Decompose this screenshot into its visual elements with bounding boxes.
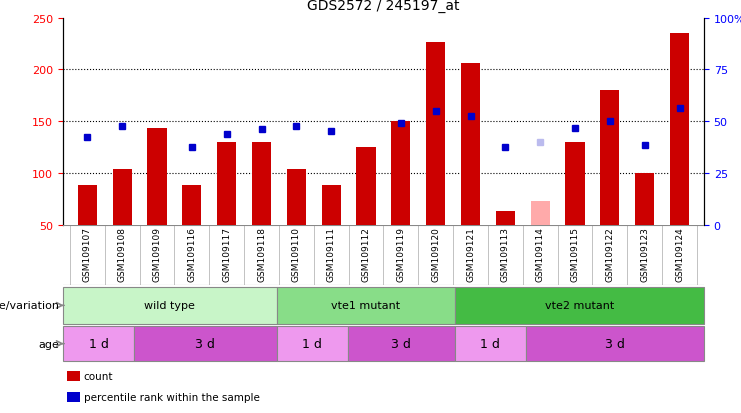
Text: vte2 mutant: vte2 mutant	[545, 301, 614, 311]
Bar	[217, 142, 236, 225]
Bar	[276, 326, 348, 361]
Bar	[63, 326, 134, 361]
Bar	[67, 392, 80, 402]
Text: genotype/variation: genotype/variation	[0, 301, 59, 311]
Bar	[252, 142, 271, 225]
Text: GSM109123: GSM109123	[640, 227, 649, 282]
Bar	[113, 169, 132, 225]
Text: GSM109108: GSM109108	[118, 227, 127, 282]
Text: count: count	[84, 371, 113, 381]
Bar	[67, 371, 80, 381]
Text: age: age	[39, 339, 59, 349]
Bar	[600, 91, 619, 225]
Text: GSM109119: GSM109119	[396, 227, 405, 282]
Text: 3 d: 3 d	[605, 337, 625, 350]
Text: vte1 mutant: vte1 mutant	[331, 301, 400, 311]
Text: GSM109115: GSM109115	[571, 227, 579, 282]
Bar	[356, 147, 376, 225]
Text: GSM109113: GSM109113	[501, 227, 510, 282]
Text: GSM109109: GSM109109	[153, 227, 162, 282]
Text: GSM109112: GSM109112	[362, 227, 370, 282]
Text: 1 d: 1 d	[302, 337, 322, 350]
Bar	[348, 326, 455, 361]
Text: GSM109118: GSM109118	[257, 227, 266, 282]
Text: GSM109107: GSM109107	[83, 227, 92, 282]
Bar	[147, 129, 167, 225]
Bar	[455, 326, 526, 361]
Bar	[78, 186, 97, 225]
Text: GSM109111: GSM109111	[327, 227, 336, 282]
Bar	[531, 201, 550, 225]
Text: 3 d: 3 d	[391, 337, 411, 350]
Bar	[322, 186, 341, 225]
Text: GSM109114: GSM109114	[536, 227, 545, 282]
Text: GSM109121: GSM109121	[466, 227, 475, 282]
Bar	[63, 287, 276, 324]
Bar	[426, 43, 445, 225]
Text: GSM109124: GSM109124	[675, 227, 684, 282]
Text: GSM109117: GSM109117	[222, 227, 231, 282]
Bar	[565, 142, 585, 225]
Bar	[287, 169, 306, 225]
Bar	[526, 326, 704, 361]
Bar	[496, 211, 515, 225]
Text: wild type: wild type	[144, 301, 195, 311]
Bar	[635, 173, 654, 225]
Text: GSM109116: GSM109116	[187, 227, 196, 282]
Text: GSM109120: GSM109120	[431, 227, 440, 282]
Bar	[276, 287, 455, 324]
Bar	[461, 64, 480, 225]
Bar	[455, 287, 704, 324]
Bar	[134, 326, 276, 361]
Bar	[391, 122, 411, 225]
Bar	[670, 34, 689, 225]
Text: GSM109110: GSM109110	[292, 227, 301, 282]
Bar	[182, 186, 202, 225]
Text: GSM109122: GSM109122	[605, 227, 614, 282]
Text: 1 d: 1 d	[89, 337, 108, 350]
Text: 1 d: 1 d	[480, 337, 500, 350]
Title: GDS2572 / 245197_at: GDS2572 / 245197_at	[308, 0, 459, 13]
Text: percentile rank within the sample: percentile rank within the sample	[84, 392, 259, 402]
Text: 3 d: 3 d	[196, 337, 216, 350]
